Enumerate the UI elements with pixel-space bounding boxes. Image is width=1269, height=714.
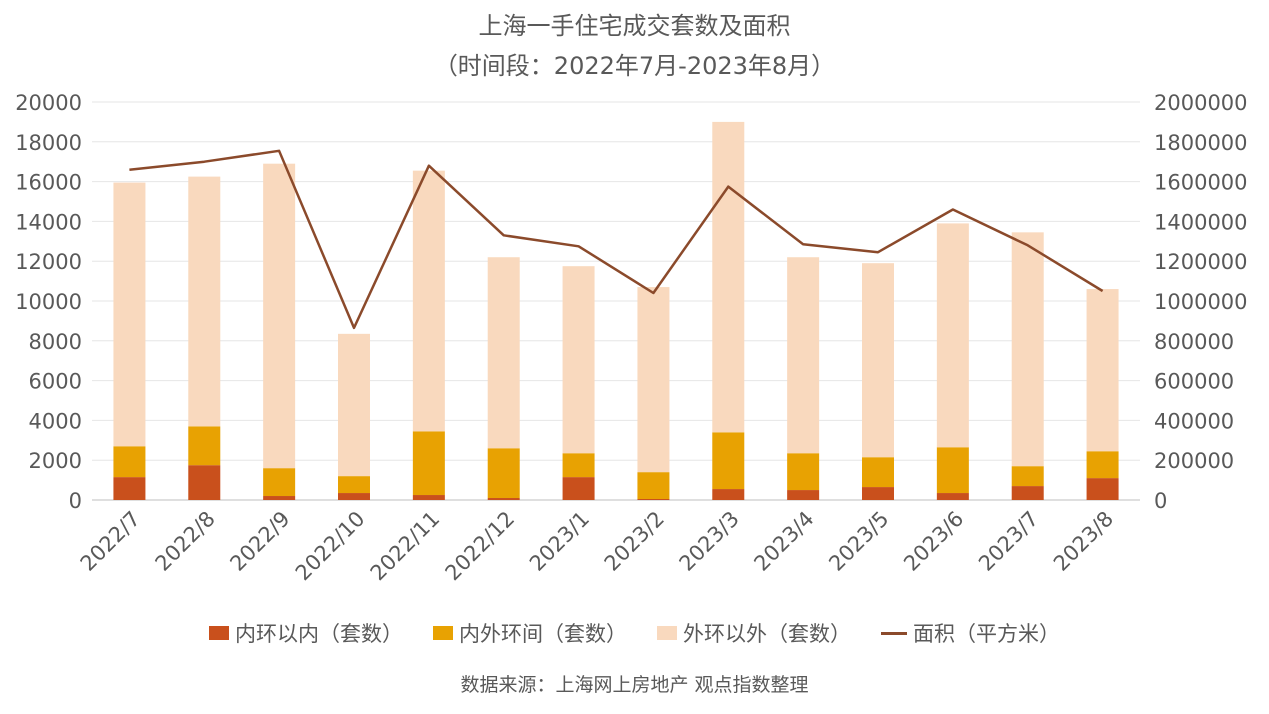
bar-segment-1 — [412, 495, 445, 500]
bar-segment-2 — [562, 453, 595, 478]
x-tick-label: 2023/1 — [525, 507, 594, 576]
bar-segment-3 — [936, 223, 969, 448]
y-right-tick-label: 1800000 — [1154, 131, 1248, 155]
bar-segment-3 — [113, 182, 146, 447]
bar-segment-3 — [1011, 232, 1044, 467]
bar-segment-2 — [412, 431, 445, 496]
bar-segment-2 — [787, 453, 820, 491]
bar-segment-1 — [1086, 478, 1119, 500]
y-left-tick-label: 12000 — [15, 250, 82, 274]
chart-plot: 0 2000 4000 6000 8000 10000 12000 14000 16000 180… — [15, 91, 1248, 586]
legend-item-area: 面积（平方米） — [881, 618, 1060, 648]
legend-swatch-outer — [657, 626, 677, 640]
y-right-tick-label: 0 — [1154, 489, 1167, 513]
chart-legend: 内环以内（套数） 内外环间（套数） 外环以外（套数） 面积（平方米） — [0, 618, 1269, 648]
y-left-tick-label: 4000 — [29, 409, 82, 433]
legend-label-inner: 内环以内（套数） — [235, 622, 403, 646]
x-tick-label: 2022/10 — [291, 507, 370, 586]
chart-subtitle: （时间段：2022年7月-2023年8月） — [433, 52, 836, 80]
bar-segment-3 — [637, 287, 670, 473]
bar-segment-3 — [787, 257, 820, 454]
legend-item-outer: 外环以外（套数） — [657, 618, 851, 648]
bar-segment-2 — [1086, 451, 1119, 479]
bar-segment-1 — [562, 477, 595, 500]
x-tick-label: 2023/6 — [899, 507, 968, 576]
x-tick-label: 2022/8 — [151, 507, 220, 576]
legend-label-outer: 外环以外（套数） — [683, 622, 851, 646]
x-tick-label: 2023/4 — [749, 507, 818, 576]
x-tick-label: 2022/7 — [76, 507, 145, 576]
bar-segment-2 — [487, 448, 520, 499]
bar-segment-3 — [712, 121, 745, 433]
y-right-tick-label: 1200000 — [1154, 250, 1248, 274]
bar-segment-3 — [487, 257, 520, 449]
bar-segment-1 — [487, 498, 520, 500]
chart-title: 上海一手住宅成交套数及面积 — [478, 12, 791, 40]
y-right-tick-label: 600000 — [1154, 370, 1234, 394]
bar-segment-1 — [787, 490, 820, 500]
bar-segment-2 — [113, 446, 146, 478]
y-right-tick-label: 800000 — [1154, 330, 1234, 354]
legend-swatch-area — [881, 631, 907, 635]
bar-segment-2 — [637, 472, 670, 500]
x-tick-label: 2023/5 — [824, 507, 893, 576]
bar-segment-1 — [188, 465, 221, 500]
bar-segment-3 — [338, 333, 370, 477]
bar-segment-1 — [1011, 486, 1044, 500]
legend-swatch-inner — [209, 626, 229, 640]
legend-item-inner: 内环以内（套数） — [209, 618, 403, 648]
x-tick-label: 2023/2 — [600, 507, 669, 576]
bar-segment-2 — [712, 432, 745, 490]
bar-segment-3 — [562, 266, 595, 454]
area-line — [129, 149, 1104, 330]
x-tick-label: 2023/7 — [974, 507, 1043, 576]
data-source-note: 数据来源：上海网上房地产 观点指数整理 — [460, 674, 809, 696]
bar-segment-2 — [263, 468, 296, 497]
bar-segment-3 — [188, 176, 221, 427]
y-left-tick-label: 16000 — [15, 171, 82, 195]
x-tick-label: 2023/3 — [675, 507, 744, 576]
y-left-tick-label: 20000 — [15, 91, 82, 115]
y-left-tick-label: 14000 — [15, 210, 82, 234]
bar-segment-1 — [637, 499, 670, 500]
bar-segment-1 — [263, 496, 296, 500]
legend-label-area: 面积（平方米） — [913, 622, 1060, 646]
legend-swatch-middle — [433, 626, 453, 640]
bar-segment-2 — [862, 457, 894, 488]
bar-segment-2 — [188, 426, 221, 466]
bar-segment-2 — [338, 476, 370, 494]
y-right-tick-label: 1600000 — [1154, 171, 1248, 195]
x-tick-label: 2023/8 — [1049, 507, 1118, 576]
y-right-tick-label: 1000000 — [1154, 290, 1248, 314]
x-tick-label: 2022/11 — [366, 507, 445, 586]
x-tick-label: 2022/9 — [225, 507, 294, 576]
y-left-tick-label: 10000 — [15, 290, 82, 314]
y-left-tick-label: 2000 — [29, 449, 82, 473]
bar-segment-3 — [263, 163, 296, 469]
bar-segment-1 — [113, 477, 146, 500]
y-right-tick-label: 1400000 — [1154, 210, 1248, 234]
y-left-tick-label: 8000 — [29, 330, 82, 354]
bar-segment-3 — [412, 170, 445, 432]
bar-segment-1 — [862, 487, 894, 500]
y-right-tick-label: 200000 — [1154, 449, 1234, 473]
legend-label-middle: 内外环间（套数） — [459, 622, 627, 646]
y-left-tick-label: 6000 — [29, 370, 82, 394]
legend-item-middle: 内外环间（套数） — [433, 618, 627, 648]
bar-segment-2 — [936, 447, 969, 494]
y-left-tick-label: 18000 — [15, 131, 82, 155]
y-left-tick-label: 0 — [69, 489, 82, 513]
bar-segment-3 — [862, 263, 894, 458]
y-right-tick-label: 2000000 — [1154, 91, 1248, 115]
bar-segment-1 — [712, 489, 745, 500]
bar-segment-1 — [936, 493, 969, 500]
bar-segment-3 — [1086, 289, 1119, 452]
y-right-tick-label: 400000 — [1154, 409, 1234, 433]
bar-segment-1 — [338, 493, 370, 500]
bar-segment-2 — [1011, 466, 1044, 487]
x-tick-label: 2022/12 — [441, 507, 520, 586]
